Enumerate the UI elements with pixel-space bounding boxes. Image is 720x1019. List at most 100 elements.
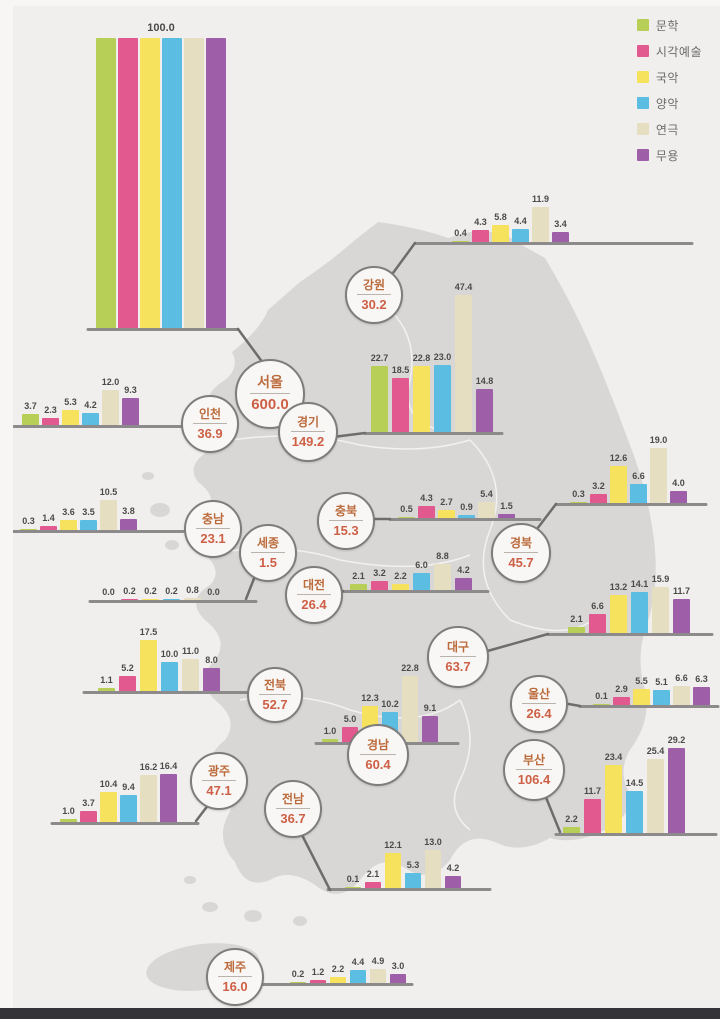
bar-value-label-jeonnam-korean-music: 12.1 — [384, 840, 402, 850]
legend-label: 무용 — [655, 148, 679, 163]
badge-divider — [440, 656, 476, 657]
bar-value-label-chungbuk-visual-arts: 4.3 — [420, 493, 433, 503]
bar-chungnam-dance — [120, 519, 137, 530]
bar-seoul-theater — [184, 38, 204, 328]
bar-value-label-chungbuk-dance: 1.5 — [500, 501, 513, 511]
region-name-incheon: 인천 — [198, 407, 222, 421]
bar-daejeon-literature — [350, 584, 367, 590]
region-badge-daejeon: 대전 26.4 — [285, 566, 343, 624]
bar-value-label-chungnam-theater: 10.5 — [99, 487, 118, 497]
region-total-chungnam: 23.1 — [200, 531, 226, 546]
region-badge-daegu: 대구 63.7 — [427, 626, 489, 688]
bar-incheon-western-music — [82, 413, 99, 425]
bar-value-label-sejong-western-music: 0.2 — [165, 586, 178, 596]
legend-label: 문학 — [655, 18, 679, 33]
badge-divider — [202, 780, 236, 781]
bar-value-label-gwangju-visual-arts: 3.7 — [82, 798, 95, 808]
bar-value-label-incheon-western-music: 4.2 — [84, 400, 97, 410]
bar-value-label-busan-korean-music: 23.4 — [604, 752, 623, 762]
bar-chungbuk-literature — [398, 517, 415, 518]
bar-value-label-gyeongnam-literature: 1.0 — [323, 726, 337, 736]
region-name-jeju: 제주 — [223, 960, 247, 974]
bar-value-label-jeju-korean-music: 2.2 — [331, 964, 345, 974]
bar-value-label-gangwon-visual-arts: 4.3 — [474, 217, 487, 227]
badge-divider — [503, 552, 539, 553]
bar-value-label-seoul-all: 100.0 — [147, 22, 175, 34]
bar-gyeonggi-dance — [476, 389, 493, 432]
bar-ulsan-visual-arts — [613, 697, 630, 705]
region-name-gyeongnam: 경남 — [366, 738, 390, 752]
bar-incheon-visual-arts — [42, 418, 59, 425]
bar-value-label-gyeongnam-dance: 9.1 — [423, 703, 437, 713]
legend-label: 국악 — [655, 70, 679, 85]
bar-chungnam-literature — [20, 529, 37, 530]
bar-chungbuk-theater — [478, 502, 495, 518]
region-total-incheon: 36.9 — [197, 426, 223, 441]
bar-jeonnam-dance — [445, 876, 461, 888]
region-total-gyeongnam: 60.4 — [365, 757, 391, 772]
badge-divider — [329, 520, 363, 521]
bar-busan-literature — [563, 827, 580, 833]
bar-chungbuk-korean-music — [438, 510, 455, 518]
bar-jeonbuk-korean-music — [140, 640, 157, 691]
region-total-jeju: 16.0 — [222, 979, 248, 994]
region-name-sejong: 세종 — [256, 536, 280, 550]
korean-music-swatch-icon — [636, 71, 649, 83]
badge-divider — [290, 431, 326, 432]
bar-value-label-daejeon-literature: 2.1 — [352, 571, 365, 581]
bar-value-label-gangwon-theater: 11.9 — [531, 194, 550, 204]
bar-daegu-dance — [673, 599, 690, 633]
bar-value-label-ulsan-literature: 0.1 — [595, 691, 608, 701]
badge-divider — [258, 694, 292, 695]
legend-label: 양악 — [655, 96, 679, 111]
bar-value-label-gangwon-korean-music: 5.8 — [494, 212, 507, 222]
bar-seoul-western-music — [162, 38, 182, 328]
bar-value-label-daegu-theater: 15.9 — [651, 574, 670, 584]
bar-jeonbuk-visual-arts — [119, 676, 136, 691]
bar-value-label-gyeongnam-korean-music: 12.3 — [361, 693, 379, 703]
bar-value-label-gyeongbuk-dance: 4.0 — [672, 478, 685, 488]
region-badge-jeju: 제주 16.0 — [206, 948, 264, 1006]
bar-gwangju-western-music — [120, 795, 137, 822]
bar-chungnam-korean-music — [60, 520, 77, 530]
bar-seoul-korean-music — [140, 38, 160, 328]
bar-value-label-gyeonggi-visual-arts: 18.5 — [391, 365, 410, 375]
bar-value-label-gwangju-theater: 16.2 — [139, 762, 158, 772]
bar-value-label-gyeonggi-korean-music: 22.8 — [412, 353, 431, 363]
bar-value-label-gyeongbuk-western-music: 6.6 — [632, 471, 645, 481]
badge-divider — [196, 528, 230, 529]
bar-incheon-literature — [22, 414, 39, 425]
bar-jeju-korean-music — [330, 977, 346, 983]
bar-value-label-gangwon-dance: 3.4 — [554, 219, 567, 229]
region-badge-gyeongnam: 경남 60.4 — [347, 724, 409, 786]
bar-gwangju-theater — [140, 775, 157, 822]
bar-value-label-gyeongnam-visual-arts: 5.0 — [343, 714, 357, 724]
bar-value-label-gwangju-korean-music: 10.4 — [99, 779, 118, 789]
bar-value-label-ulsan-korean-music: 5.5 — [635, 676, 648, 686]
bar-chungnam-theater — [100, 500, 117, 530]
legend-item-western-music: 양악 — [636, 90, 702, 116]
bar-value-label-jeonnam-dance: 4.2 — [446, 863, 460, 873]
bar-gyeongnam-dance — [422, 716, 438, 742]
badge-divider — [522, 703, 556, 704]
bar-value-label-jeonbuk-korean-music: 17.5 — [139, 627, 158, 637]
bar-value-label-busan-theater: 25.4 — [646, 746, 665, 756]
region-total-daegu: 63.7 — [445, 659, 471, 674]
legend-item-theater: 연극 — [636, 116, 702, 142]
bar-value-label-chungbuk-theater: 5.4 — [480, 489, 493, 499]
bar-value-label-gyeongbuk-korean-music: 12.6 — [609, 453, 628, 463]
region-total-gyeongbuk: 45.7 — [508, 555, 534, 570]
region-badge-chungnam: 충남 23.1 — [184, 500, 242, 558]
badge-divider — [357, 294, 391, 295]
western-music-swatch-icon — [636, 97, 649, 109]
bar-daejeon-visual-arts — [371, 581, 388, 590]
bar-value-label-gyeonggi-western-music: 23.0 — [433, 352, 452, 362]
bar-value-label-gyeongnam-western-music: 10.2 — [381, 699, 399, 709]
bar-value-label-chungnam-korean-music: 3.6 — [62, 507, 75, 517]
region-name-chungnam: 충남 — [201, 512, 225, 526]
bar-gyeonggi-visual-arts — [392, 378, 409, 432]
bar-jeonbuk-theater — [182, 659, 199, 691]
region-total-gyeonggi: 149.2 — [291, 434, 325, 449]
legend-item-dance: 무용 — [636, 142, 702, 168]
bar-value-label-gyeonggi-dance: 14.8 — [475, 376, 494, 386]
